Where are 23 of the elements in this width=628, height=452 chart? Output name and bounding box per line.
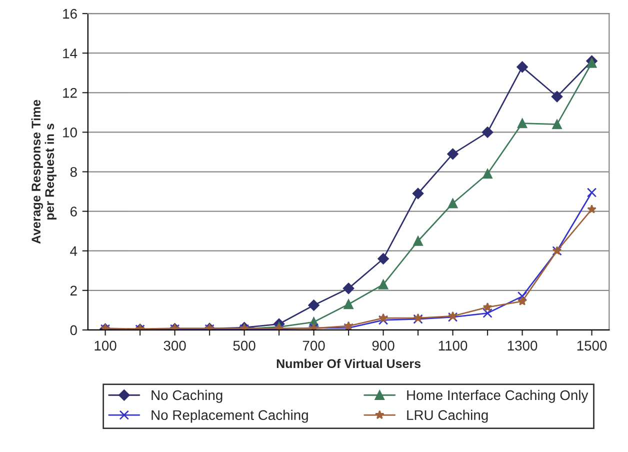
legend-label: No Replacement Caching xyxy=(152,410,308,423)
y-tick-label: 12 xyxy=(63,88,77,98)
x-tick-label: 1500 xyxy=(577,340,607,351)
x-tick-label: 100 xyxy=(94,340,116,351)
y-tick-label: 0 xyxy=(70,325,77,336)
y-tick-label: 6 xyxy=(70,206,77,216)
y-tick-label: 14 xyxy=(63,48,78,58)
x-tick-label: 500 xyxy=(233,340,256,351)
y-tick-label: 16 xyxy=(63,8,77,19)
y-tick-label: 8 xyxy=(70,167,77,177)
x-tick-label: 900 xyxy=(372,340,394,351)
y-tick-label: 2 xyxy=(70,286,77,296)
x-tick-label: 1100 xyxy=(438,340,468,351)
x-tick-label: 700 xyxy=(302,340,325,351)
legend-label: No Caching xyxy=(152,390,222,403)
y-axis-title: Average Response Time per Request in s xyxy=(31,100,56,244)
x-tick-label: 1300 xyxy=(508,340,538,351)
legend-label: Home Interface Caching Only xyxy=(407,390,588,403)
y-tick-label: 10 xyxy=(63,128,77,138)
x-tick-label: 300 xyxy=(164,340,186,351)
x-axis-title: Number Of Virtual Users xyxy=(276,358,421,368)
y-tick-label: 4 xyxy=(70,246,78,256)
legend-label: LRU Caching xyxy=(407,410,488,423)
